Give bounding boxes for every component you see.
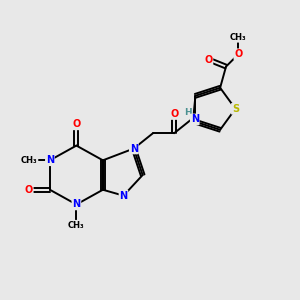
Text: CH₃: CH₃ xyxy=(230,33,247,42)
Text: CH₃: CH₃ xyxy=(68,220,85,230)
Text: O: O xyxy=(170,109,178,119)
Text: H: H xyxy=(184,108,192,117)
Text: O: O xyxy=(25,185,33,195)
Text: O: O xyxy=(204,55,212,65)
Text: S: S xyxy=(232,104,239,114)
Text: O: O xyxy=(234,49,242,59)
Text: N: N xyxy=(191,114,199,124)
Text: CH₃: CH₃ xyxy=(21,156,38,165)
Text: N: N xyxy=(72,200,80,209)
Text: O: O xyxy=(72,119,80,129)
Text: N: N xyxy=(46,155,54,165)
Text: N: N xyxy=(130,143,138,154)
Text: N: N xyxy=(119,190,128,201)
